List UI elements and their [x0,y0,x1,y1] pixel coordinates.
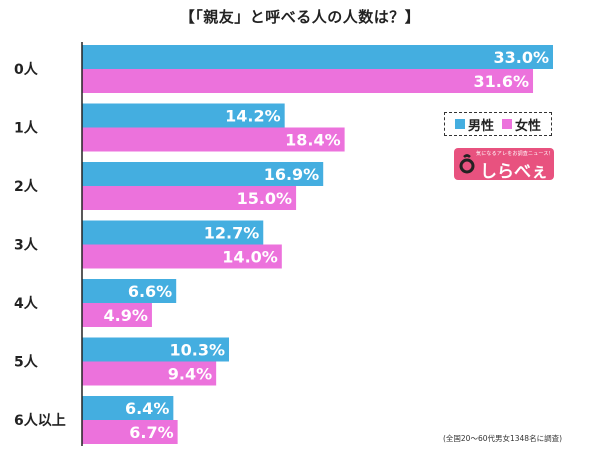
bar-male [82,220,264,245]
legend-swatch-female [502,119,512,129]
data-label-female: 9.4% [168,365,212,384]
bar-female [82,420,178,444]
data-label-female: 6.7% [129,423,173,442]
logo-tagline: 気になるアレをお調査ニュース！ [476,151,554,157]
bar-female [82,186,297,210]
category-label: 3人 [14,237,39,254]
category-label: 0人 [14,61,39,78]
legend-label-female: 女性 [515,118,542,134]
category-labels: 0人 1人 2人 3人 4人 5人 6人以上 [14,61,66,429]
legend-item-female: 女性 [502,115,541,134]
bar-female [82,361,217,386]
data-label-male: 12.7% [204,224,260,243]
bar-female [82,69,534,93]
bar-male [82,162,324,186]
bar-male [82,279,177,303]
bars-group: 33.0% 31.6% 14.2%18.4% 16.9% 15.0% 12.7% 14.0%… [82,45,553,444]
bar-male [82,396,174,420]
legend-item-male: 男性 [454,115,494,134]
category-label: 5人 [14,354,39,371]
data-label-female: 15.0% [237,189,293,208]
category-label: 6人以上 [14,412,66,429]
data-label-female: 18.4% [285,131,341,150]
bar-female [82,303,152,327]
bar-male [82,337,230,362]
data-label-male: 10.3% [169,341,225,360]
bar-female [82,244,282,269]
logo-name: しらべぇ [480,162,548,180]
chart-title: 【「親友」と呼べる人の人数は？】 [179,8,421,26]
survey-note: (全国20〜60代男女1348名に調査) [442,434,562,443]
legend: 男性 女性 [444,112,552,136]
legend-label-male: 男性 [467,118,494,134]
bar-male [82,45,553,69]
data-label-male: 6.4% [125,399,169,418]
data-label-female: 4.9% [104,306,148,325]
legend-swatch-male [454,119,465,129]
magnifier-icon [459,154,475,174]
data-label-female: 31.6% [474,72,530,91]
bar-female [82,127,345,152]
data-label-male: 16.9% [264,165,320,184]
data-label-male: 14.2% [225,107,281,126]
category-label: 4人 [14,295,39,312]
category-label: 1人 [14,120,39,137]
data-label-female: 14.0% [222,248,278,267]
bar-male [82,103,285,128]
category-label: 2人 [14,178,39,195]
data-label-male: 6.6% [128,282,172,301]
shirabee-logo: 気になるアレをお調査ニュース！ しらべぇ [454,148,554,180]
data-label-male: 33.0% [493,48,549,67]
